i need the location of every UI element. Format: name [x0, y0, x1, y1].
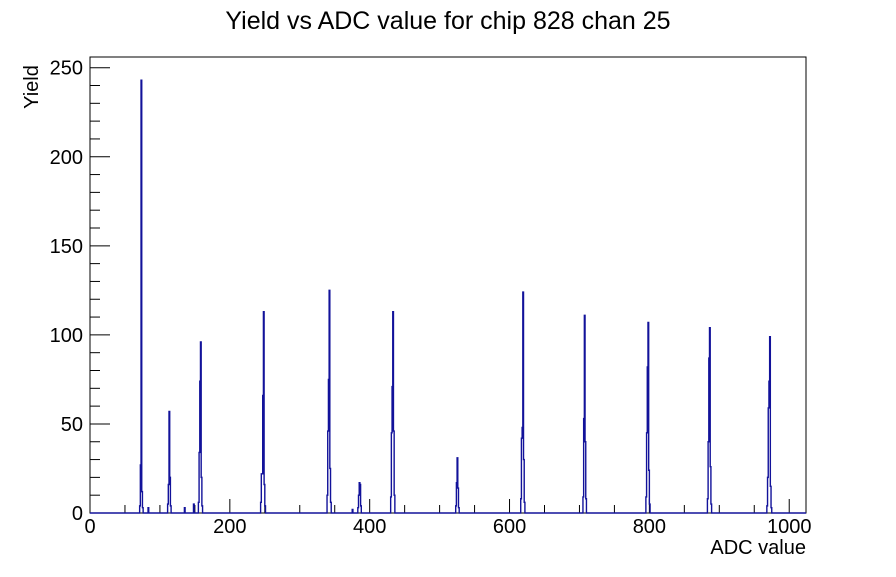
- x-axis-tick-label: 0: [84, 516, 95, 538]
- x-axis-tick-label: 800: [633, 516, 666, 538]
- x-axis-tick-label: 1000: [767, 516, 812, 538]
- x-axis-tick-label: 200: [213, 516, 246, 538]
- plot-frame: [89, 56, 807, 514]
- x-axis-title: ADC value: [710, 537, 806, 559]
- histogram-line: [90, 79, 806, 514]
- y-axis-tick-label: 200: [50, 147, 83, 169]
- y-axis-title: Yield: [21, 65, 43, 109]
- y-axis-tick-label: 250: [50, 58, 83, 80]
- y-axis-tick-label: 50: [61, 414, 83, 436]
- y-axis-tick-label: 0: [72, 503, 83, 525]
- x-axis-tick-label: 400: [353, 516, 386, 538]
- y-axis-tick-label: 100: [50, 325, 83, 347]
- y-axis-tick-label: 150: [50, 236, 83, 258]
- x-axis-tick-label: 600: [493, 516, 526, 538]
- chart-title: Yield vs ADC value for chip 828 chan 25: [225, 7, 671, 35]
